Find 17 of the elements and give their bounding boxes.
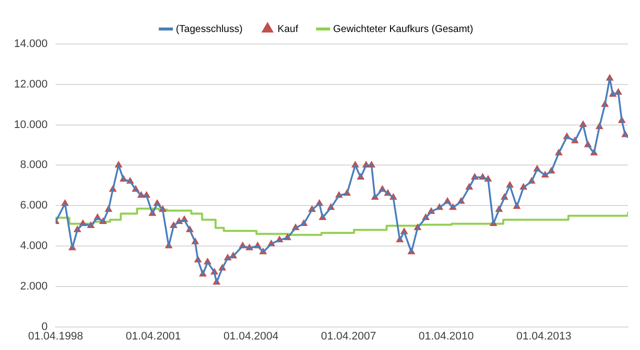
y-tick-label: 0: [42, 320, 48, 333]
y-tick-label: 4.000: [20, 240, 48, 252]
legend-label: Kauf: [278, 24, 298, 35]
x-tick-label: 01.04.1998: [28, 330, 84, 342]
y-tick-label: 12.000: [14, 78, 48, 90]
x-tick-label: 01.04.2010: [418, 330, 474, 342]
y-tick-label: 2.000: [20, 280, 48, 292]
y-tick-label: 14.000: [14, 38, 48, 50]
x-tick-label: 01.04.2013: [516, 330, 572, 342]
x-tick-label: 01.04.2007: [321, 330, 376, 342]
y-tick-label: 6.000: [20, 200, 48, 212]
legend-label: (Tagesschluss): [176, 24, 243, 35]
y-tick-label: 8.000: [20, 159, 48, 172]
x-tick-label: 01.04.2004: [223, 330, 279, 342]
legend-label: Gewichteter Kaufkurs (Gesamt): [333, 24, 474, 35]
x-tick-label: 01.04.2001: [126, 330, 181, 342]
y-tick-label: 10.000: [14, 118, 48, 131]
